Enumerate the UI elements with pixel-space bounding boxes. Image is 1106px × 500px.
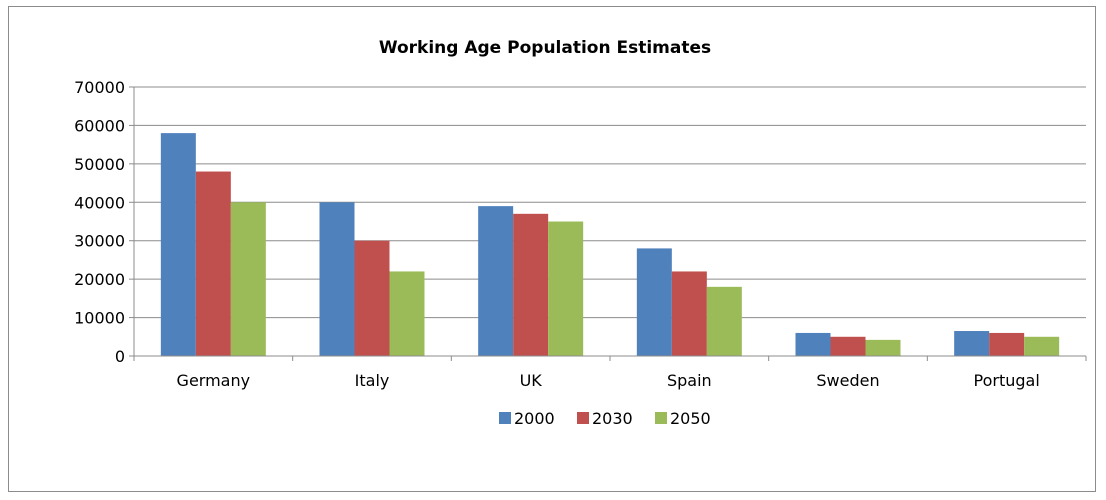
y-tick-label: 10000 bbox=[74, 309, 125, 328]
y-tick-label: 60000 bbox=[74, 116, 125, 135]
legend-swatch-2050 bbox=[655, 412, 667, 424]
bar-italy-2030 bbox=[354, 240, 390, 356]
bar-portugal-2000 bbox=[954, 331, 990, 356]
bar-sweden-2030 bbox=[830, 336, 866, 356]
x-tick-label: Spain bbox=[667, 371, 712, 390]
bar-sweden-2050 bbox=[865, 339, 901, 356]
bar-germany-2030 bbox=[195, 171, 231, 356]
bars bbox=[160, 133, 1060, 356]
y-tick-label: 0 bbox=[115, 347, 125, 366]
y-tick-label: 20000 bbox=[74, 270, 125, 289]
chart-title: Working Age Population Estimates bbox=[379, 38, 711, 58]
bar-uk-2030 bbox=[513, 213, 549, 356]
legend-label: 2000 bbox=[514, 409, 555, 428]
bar-portugal-2050 bbox=[1024, 336, 1060, 356]
legend-label: 2030 bbox=[592, 409, 633, 428]
bar-spain-2050 bbox=[706, 286, 742, 356]
legend-swatch-2000 bbox=[499, 412, 511, 424]
x-tick-label: Sweden bbox=[816, 371, 879, 390]
legend-label: 2050 bbox=[670, 409, 711, 428]
bar-spain-2030 bbox=[671, 271, 707, 356]
y-tick-label: 30000 bbox=[74, 232, 125, 251]
bar-italy-2000 bbox=[319, 202, 355, 356]
bar-germany-2000 bbox=[160, 133, 196, 356]
x-tick-label: Italy bbox=[355, 371, 390, 390]
y-tick-label: 70000 bbox=[74, 78, 125, 97]
bar-italy-2050 bbox=[389, 271, 425, 356]
bar-uk-2000 bbox=[478, 206, 514, 356]
chart-frame: Working Age Population Estimates 0 10000 2… bbox=[8, 6, 1096, 492]
bar-germany-2050 bbox=[230, 202, 266, 356]
bar-chart: Working Age Population Estimates 0 10000 2… bbox=[74, 38, 1087, 428]
x-tick-label: UK bbox=[520, 371, 543, 390]
bar-uk-2050 bbox=[548, 221, 584, 356]
bar-portugal-2030 bbox=[989, 332, 1025, 356]
bar-sweden-2000 bbox=[795, 332, 831, 356]
y-tick-label: 50000 bbox=[74, 155, 125, 174]
x-tick-label: Germany bbox=[177, 371, 251, 390]
y-axis: 0 10000 20000 30000 40000 50000 60000 70000 bbox=[74, 78, 135, 366]
legend-swatch-2030 bbox=[577, 412, 589, 424]
gridlines bbox=[134, 86, 1086, 319]
legend: 2000 2030 2050 bbox=[499, 409, 711, 428]
y-tick-label: 40000 bbox=[74, 193, 125, 212]
x-tick-label: Portugal bbox=[974, 371, 1040, 390]
x-axis: Germany Italy UK Spain Sweden Portugal bbox=[133, 355, 1087, 390]
bar-spain-2000 bbox=[636, 248, 672, 356]
